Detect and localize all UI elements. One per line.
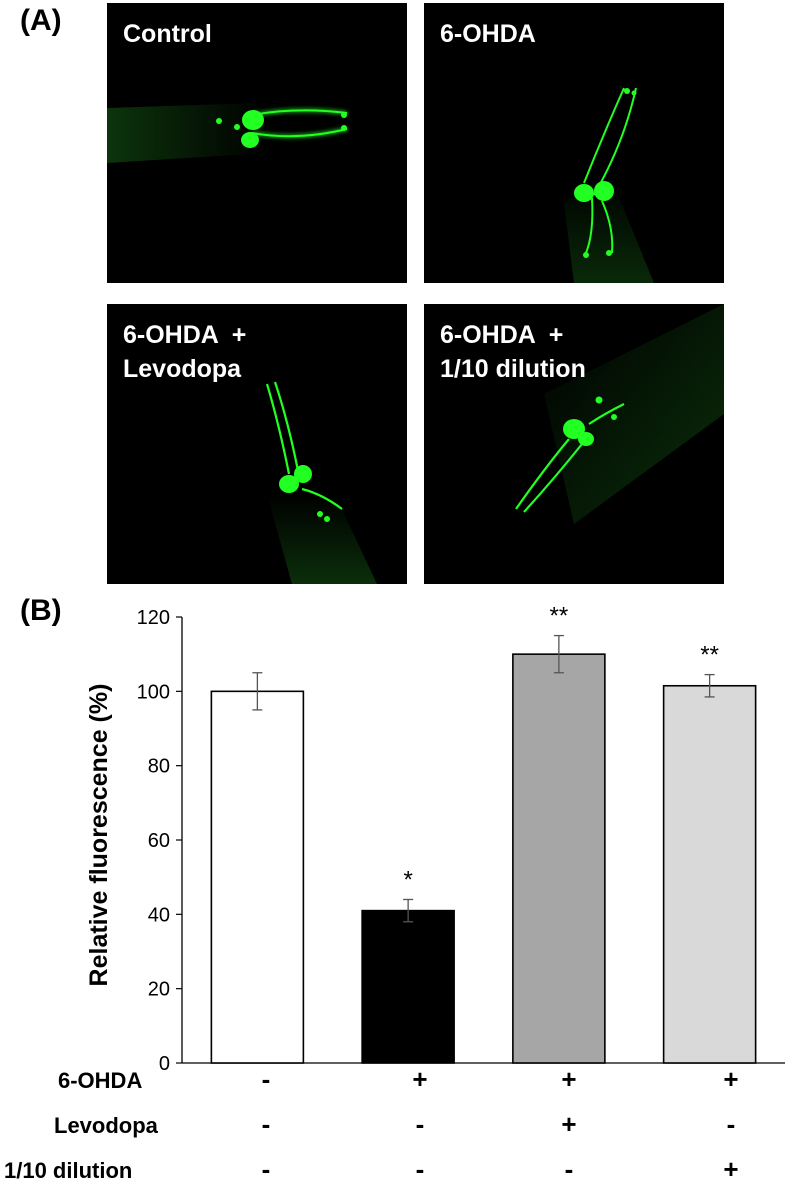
y-axis-title: Relative fluorescence (%) bbox=[85, 684, 113, 987]
panel-a-label: (A) bbox=[20, 4, 62, 37]
condition-row-6ohda: 6-OHDA - + + + bbox=[0, 1064, 800, 1100]
y-tick-label: 120 bbox=[137, 607, 170, 629]
condition-value: - bbox=[726, 1109, 736, 1139]
micrograph-label-6ohda-dilution: 6-OHDA + 1/10 dilution bbox=[440, 321, 586, 383]
condition-value: - bbox=[415, 1109, 425, 1139]
significance-label: * bbox=[403, 866, 412, 893]
bar bbox=[210, 690, 305, 1064]
error-bars bbox=[252, 634, 715, 923]
bar bbox=[361, 909, 455, 1064]
panel-b-label: (B) bbox=[20, 594, 62, 627]
condition-value: + bbox=[561, 1109, 577, 1139]
condition-name: Levodopa bbox=[54, 1113, 158, 1138]
y-tick-label: 100 bbox=[137, 681, 170, 703]
y-tick-label: 80 bbox=[148, 756, 170, 778]
neuron-image-6ohda-dilution bbox=[515, 304, 724, 524]
condition-name: 1/10 dilution bbox=[4, 1158, 133, 1183]
condition-value: + bbox=[723, 1064, 739, 1094]
significance-label: ** bbox=[700, 642, 719, 669]
neuron-image-6ohda bbox=[564, 87, 654, 283]
micrograph-6ohda: 6-OHDA bbox=[424, 3, 724, 283]
neuron-image-6ohda-levodopa bbox=[265, 381, 377, 584]
y-tick-label: 40 bbox=[148, 904, 170, 926]
y-tick-label: 20 bbox=[148, 979, 170, 1001]
condition-value: - bbox=[261, 1109, 271, 1139]
micrograph-6ohda-dilution: 6-OHDA + 1/10 dilution bbox=[424, 304, 724, 584]
condition-row-dilution: 1/10 dilution - - - + bbox=[0, 1154, 800, 1190]
condition-value: + bbox=[723, 1154, 739, 1184]
bars bbox=[210, 653, 757, 1064]
condition-row-levodopa: Levodopa - - + - bbox=[0, 1109, 800, 1145]
y-ticks: 0 20 40 60 80 100 120 bbox=[137, 607, 182, 1070]
condition-value: + bbox=[561, 1064, 577, 1094]
condition-value: - bbox=[261, 1064, 271, 1094]
condition-value: + bbox=[412, 1064, 428, 1094]
significance-label: ** bbox=[550, 603, 569, 630]
condition-name: 6-OHDA bbox=[58, 1068, 143, 1093]
micrograph-label-6ohda: 6-OHDA bbox=[440, 20, 536, 48]
micrograph-6ohda-levodopa: 6-OHDA + Levodopa bbox=[107, 304, 407, 584]
condition-value: - bbox=[564, 1154, 574, 1184]
neuron-image-control bbox=[107, 103, 348, 163]
micrograph-control: Control bbox=[107, 3, 407, 283]
condition-value: - bbox=[261, 1154, 271, 1184]
y-tick-label: 60 bbox=[148, 830, 170, 852]
bar bbox=[662, 684, 757, 1064]
y-tick-label: 0 bbox=[159, 1053, 170, 1070]
bar bbox=[512, 653, 606, 1064]
micrograph-label-6ohda-levodopa: 6-OHDA + Levodopa bbox=[123, 321, 247, 383]
micrograph-label-control: Control bbox=[123, 20, 212, 48]
condition-value: - bbox=[415, 1154, 425, 1184]
significance-labels: ***** bbox=[403, 603, 719, 894]
